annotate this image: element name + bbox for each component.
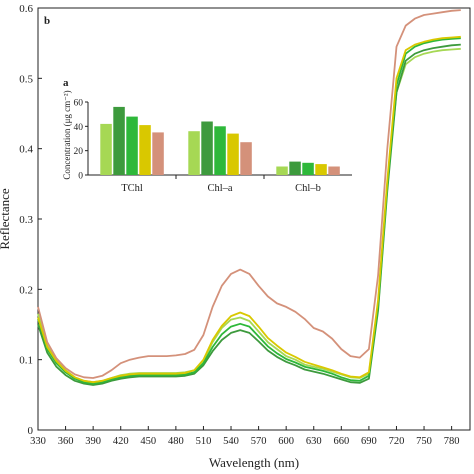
inset-bar — [315, 164, 327, 175]
main-y-tick-label: 0.5 — [19, 73, 33, 85]
main-y-ticks: 0 0.1 0.2 0.3 0.4 0.5 0.6 — [19, 3, 42, 437]
inset-bar — [240, 142, 252, 175]
inset-bar — [302, 162, 314, 175]
main-x-tick-label: 510 — [196, 436, 212, 447]
main-x-ticks: 330 360 390 420 450 480 510 540 570 600 630 660 690 7… — [30, 426, 460, 447]
main-x-tick-label: 570 — [251, 436, 267, 447]
inset-category-label: Chl–a — [207, 183, 232, 194]
main-x-tick-label: 480 — [168, 436, 184, 447]
inset-bars — [100, 106, 340, 175]
reflectance-line-4 — [37, 35, 461, 384]
inset-y-axis-label: Concentration (μg cm⁻²) — [62, 90, 72, 179]
main-y-tick-label: 0.2 — [19, 284, 33, 296]
inset-bar — [289, 161, 301, 175]
main-x-axis-label: Wavelength (nm) — [209, 455, 299, 470]
main-x-tick-label: 690 — [361, 436, 377, 447]
inset-bar — [152, 132, 164, 175]
reflectance-line-2 — [37, 43, 461, 386]
main-chart: b 0 0.1 0.2 0.3 0.4 0.5 0.6 330 360 390 420 450 480… — [0, 3, 471, 470]
inset-bar — [113, 106, 125, 175]
main-y-tick-label: 0.4 — [19, 144, 33, 156]
main-y-tick-label: 0.6 — [19, 3, 33, 15]
main-x-tick-label: 600 — [278, 436, 294, 447]
panel-label-a: a — [63, 77, 69, 89]
main-y-tick-label: 0.1 — [19, 355, 33, 367]
inset-bar — [139, 125, 151, 175]
inset-y-tick-label: 20 — [74, 147, 84, 157]
main-x-tick-label: 720 — [389, 436, 405, 447]
inset-bar — [227, 133, 239, 175]
inset-category-label: TChl — [121, 183, 143, 194]
panel-label-b: b — [44, 15, 50, 27]
main-y-tick-label: 0 — [28, 425, 34, 437]
inset-bar — [188, 131, 200, 175]
main-plot-frame — [37, 7, 471, 431]
inset-bar — [201, 121, 213, 175]
main-x-tick-label: 660 — [333, 436, 349, 447]
main-y-tick-label: 0.3 — [19, 214, 33, 226]
main-x-tick-label: 450 — [140, 436, 156, 447]
inset-y-tick-label: 0 — [78, 172, 83, 182]
inset-bar — [126, 116, 138, 175]
inset-category-label: Chl–b — [295, 183, 321, 194]
inset-bar — [276, 166, 288, 175]
inset-category-labels: TChl Chl–a Chl–b — [121, 175, 321, 194]
main-x-tick-label: 630 — [306, 436, 322, 447]
inset-y-tick-label: 60 — [74, 99, 84, 109]
main-series-lines — [37, 9, 461, 386]
main-x-tick-label: 390 — [85, 436, 101, 447]
main-x-tick-label: 330 — [30, 436, 46, 447]
inset-bar — [214, 126, 226, 175]
main-x-tick-label: 540 — [223, 436, 239, 447]
inset-chart: a 0 20 40 60 TChl Chl–a Chl–b Concentration (… — [62, 77, 352, 194]
inset-bar — [100, 123, 112, 175]
main-x-tick-label: 360 — [58, 436, 74, 447]
inset-bar — [328, 166, 340, 175]
reflectance-line-5 — [37, 9, 461, 379]
main-x-tick-label: 750 — [416, 436, 432, 447]
main-x-tick-label: 780 — [444, 436, 460, 447]
main-x-tick-label: 420 — [113, 436, 129, 447]
inset-y-tick-label: 40 — [74, 123, 84, 133]
main-y-axis-label: Reflectance — [0, 188, 12, 250]
